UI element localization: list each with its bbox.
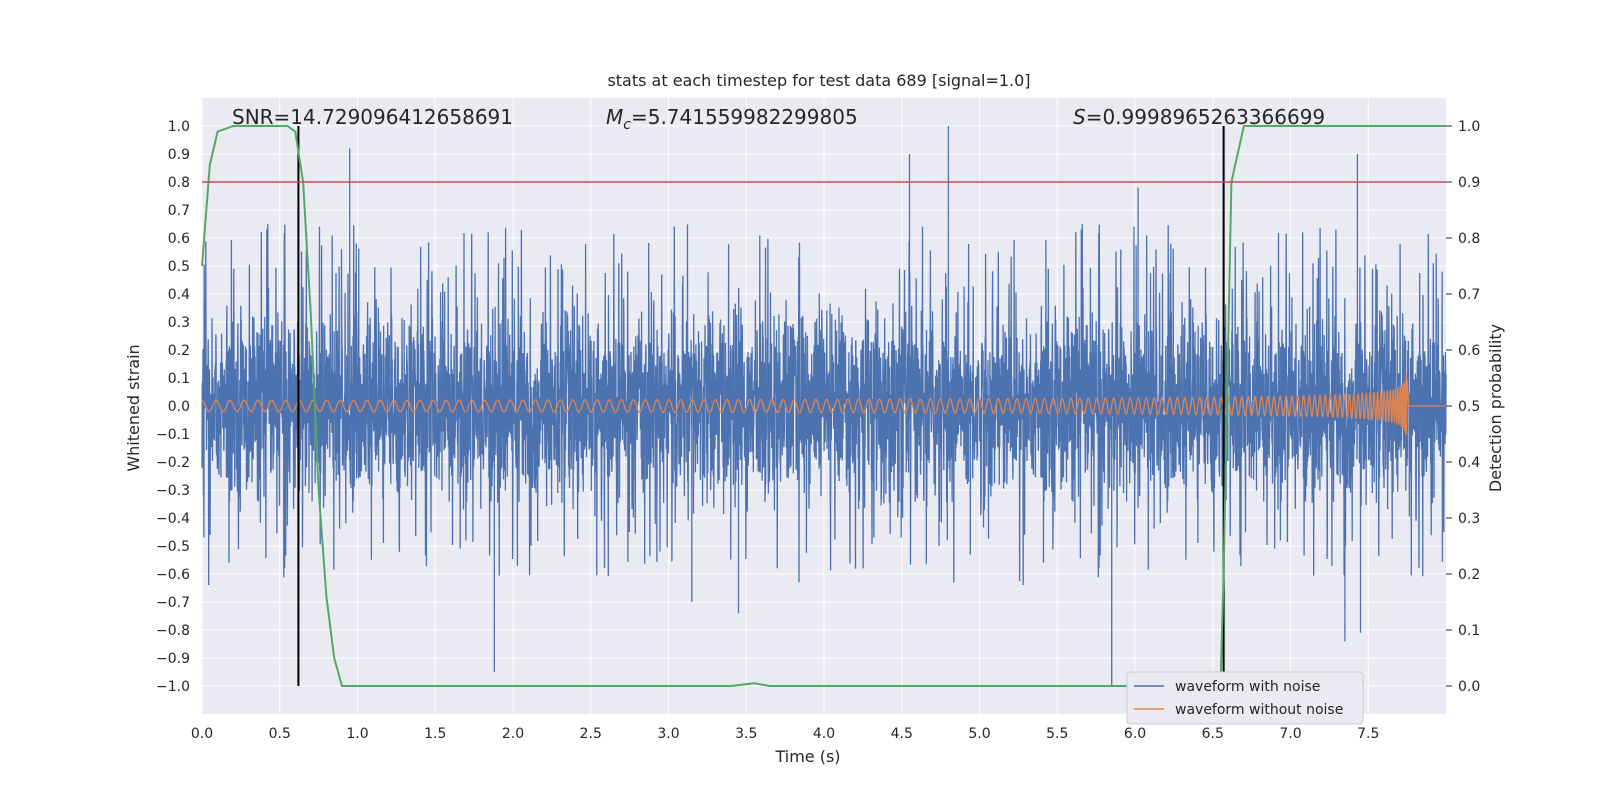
y-tick-label: −0.7	[156, 595, 190, 611]
legend-label-noise: waveform with noise	[1175, 679, 1320, 695]
x-tick-label: 3.5	[735, 726, 757, 742]
y2-tick-label: 0.6	[1458, 343, 1480, 359]
y2-tick-label: 0.0	[1458, 679, 1480, 695]
y-tick-label: 1.0	[168, 119, 190, 135]
y-tick-label: 0.6	[168, 231, 190, 247]
series-waveform-without-noise	[201, 372, 1446, 436]
x-tick-label: 2.0	[502, 726, 524, 742]
y-tick-label: 0.1	[168, 371, 190, 387]
chirp-mass-value: =5.741559982299805	[631, 105, 858, 129]
snr-annotation: SNR=14.729096412658691	[232, 105, 513, 129]
x-tick-label: 4.0	[813, 726, 835, 742]
legend: waveform with noise waveform without noi…	[1126, 671, 1364, 725]
x-tick-label: 6.0	[1124, 726, 1146, 742]
y-tick-label: 0.8	[168, 175, 190, 191]
x-tick-label: 1.5	[424, 726, 446, 742]
axis-ticks: 0.0 0.5 1.0 1.5 2.0 2.5 3.0 3.5 4.0 4.5 5.0 5.5 6.0 6…	[156, 119, 1480, 742]
x-axis-label: Time (s)	[774, 747, 840, 766]
y-tick-label: −0.4	[156, 511, 190, 527]
y-tick-label: 0.3	[168, 315, 190, 331]
y2-axis-label: Detection probability	[1486, 324, 1505, 492]
y-tick-label: −0.1	[156, 427, 190, 443]
legend-box	[1126, 671, 1364, 725]
y-axis-label: Whitened strain	[124, 344, 143, 471]
y2-tick-label: 0.8	[1458, 231, 1480, 247]
score-symbol: S	[1073, 105, 1086, 129]
y-tick-label: 0.9	[168, 147, 190, 163]
chirp-mass-subscript: c	[623, 117, 631, 133]
y-tick-label: −0.3	[156, 483, 190, 499]
score-value: =0.9998965263366699	[1086, 105, 1325, 129]
x-tick-label: 0.5	[269, 726, 291, 742]
y-tick-label: −0.2	[156, 455, 190, 471]
x-tick-label: 1.0	[346, 726, 368, 742]
y2-tick-label: 0.1	[1458, 623, 1480, 639]
y-tick-label: 0.5	[168, 259, 190, 275]
series-detection-probability	[201, 125, 1446, 687]
y-tick-label: 0.7	[168, 203, 190, 219]
y2-tick-label: 0.4	[1458, 455, 1480, 471]
x-tick-label: 7.0	[1279, 726, 1301, 742]
y-tick-label: 0.0	[168, 399, 190, 415]
y2-tick-label: 1.0	[1458, 119, 1480, 135]
detection-probability-line	[201, 125, 1446, 687]
y-tick-label: −0.5	[156, 539, 190, 555]
y-tick-label: −1.0	[156, 679, 190, 695]
y-tick-label: 0.4	[168, 287, 190, 303]
y-tick-label: 0.2	[168, 343, 190, 359]
y-tick-label: −0.6	[156, 567, 190, 583]
chirp-mass-annotation: Mc=5.741559982299805	[606, 105, 858, 133]
y2-tick-label: 0.3	[1458, 511, 1480, 527]
y2-tick-label: 0.7	[1458, 287, 1480, 303]
x-tick-label: 2.5	[580, 726, 602, 742]
y2-tick-label: 0.2	[1458, 567, 1480, 583]
x-tick-label: 6.5	[1202, 726, 1224, 742]
chirp-mass-symbol: M	[606, 105, 623, 129]
legend-label-clean: waveform without noise	[1175, 702, 1343, 718]
x-tick-label: 5.0	[968, 726, 990, 742]
x-tick-label: 5.5	[1046, 726, 1068, 742]
clean-waveform-path	[201, 372, 1446, 436]
x-tick-label: 0.0	[191, 726, 213, 742]
y2-tick-label: 0.5	[1458, 399, 1480, 415]
chart-title: stats at each timestep for test data 689…	[607, 71, 1030, 90]
x-tick-label: 7.5	[1357, 726, 1379, 742]
x-tick-label: 4.5	[891, 726, 913, 742]
x-tick-label: 3.0	[657, 726, 679, 742]
score-annotation: S=0.9998965263366699	[1073, 105, 1325, 129]
y2-tick-label: 0.9	[1458, 175, 1480, 191]
y-tick-label: −0.8	[156, 623, 190, 639]
y-tick-label: −0.9	[156, 651, 190, 667]
